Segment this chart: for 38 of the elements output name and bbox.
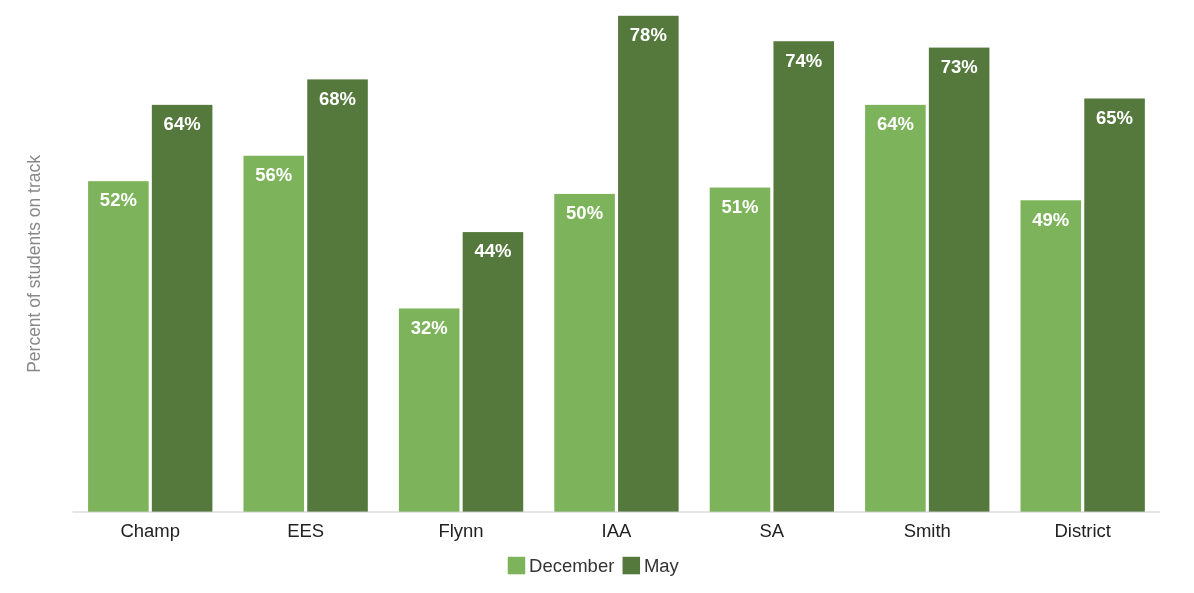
bar: [928, 47, 990, 513]
bar: [618, 15, 679, 513]
data-label: 64%: [163, 113, 201, 135]
data-label: 74%: [785, 49, 823, 71]
bar: [1020, 200, 1082, 513]
data-label: 73%: [940, 55, 978, 77]
bar: [462, 232, 524, 513]
x-tick-label: Champ: [120, 520, 181, 542]
bar: [554, 193, 615, 513]
x-tick-label: EES: [287, 520, 325, 542]
data-label: 65%: [1096, 106, 1134, 128]
legend-label: December: [529, 555, 615, 577]
data-label: 78%: [629, 24, 667, 46]
data-label: 64%: [876, 113, 914, 135]
bar: [398, 308, 460, 513]
bar: [307, 79, 368, 513]
x-tick-label: District: [1054, 520, 1111, 542]
x-tick-label: IAA: [601, 520, 633, 542]
x-tick-label: SA: [759, 520, 785, 542]
data-label: 44%: [474, 240, 512, 262]
bar: [1084, 98, 1145, 513]
bar: [88, 181, 149, 513]
bar: [151, 104, 213, 513]
data-label: 50%: [566, 202, 604, 224]
data-label: 56%: [255, 164, 293, 186]
legend-label: May: [643, 555, 680, 577]
data-label: 51%: [721, 195, 759, 217]
data-label: 49%: [1032, 208, 1070, 230]
data-label: 68%: [319, 87, 357, 109]
data-label: 32%: [410, 316, 448, 338]
y-axis-title: Percent of students on track: [24, 154, 45, 373]
bar: [865, 104, 926, 513]
x-tick-label: Flynn: [438, 520, 484, 542]
bar: [773, 41, 835, 513]
data-label: 52%: [99, 189, 137, 211]
x-tick-label: Smith: [903, 520, 951, 542]
bar: [709, 187, 771, 513]
bar: [243, 155, 305, 513]
